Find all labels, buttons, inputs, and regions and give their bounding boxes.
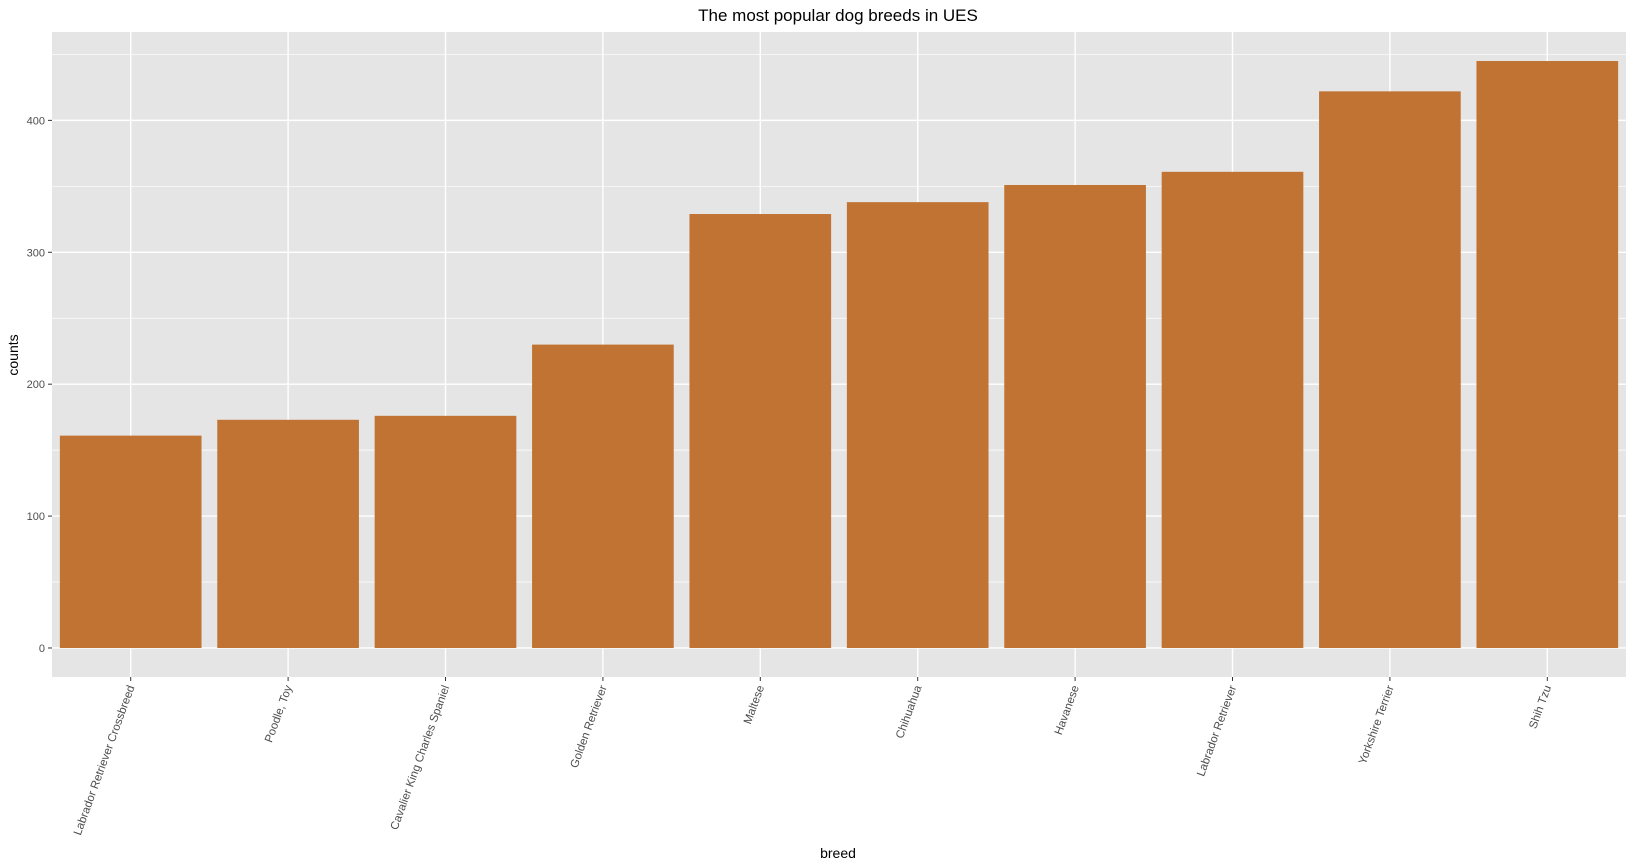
bar-havanese [1004, 185, 1146, 648]
x-tick-label: Shih Tzu [1527, 684, 1554, 731]
y-tick-label: 100 [27, 511, 45, 523]
bar-shih-tzu [1476, 61, 1619, 648]
bars [59, 61, 1619, 648]
bar-golden-retriever [532, 344, 674, 648]
bar-chihuahua [846, 202, 989, 648]
x-axis: Labrador Retriever Crossbreed Poodle, Toy… [72, 677, 1554, 837]
x-tick-label: Labrador Retriever Crossbreed [72, 684, 137, 837]
y-tick-label: 200 [27, 379, 45, 391]
bar-labrador-retriever-crossbreed [59, 435, 202, 648]
y-axis: 0 100 200 300 400 [27, 115, 52, 655]
bar-maltese [689, 214, 832, 648]
bar-poodle-toy [217, 419, 359, 648]
x-axis-title: breed [820, 845, 856, 861]
y-tick-label: 300 [27, 247, 45, 259]
y-axis-title: counts [5, 334, 21, 375]
x-tick-label: Poodle, Toy [263, 684, 295, 745]
x-tick-label: Golden Retriever [569, 684, 610, 770]
chart-title: The most popular dog breeds in UES [698, 6, 978, 25]
y-tick-label: 0 [39, 643, 45, 655]
y-tick-label: 400 [27, 115, 45, 127]
bar-yorkshire-terrier [1319, 91, 1461, 648]
x-tick-label: Maltese [742, 684, 767, 726]
x-tick-label: Yorkshire Terrier [1357, 684, 1397, 766]
bar-cavalier-king-charles-spaniel [374, 415, 517, 648]
x-tick-label: Chihuahua [894, 683, 925, 740]
x-tick-label: Cavalier King Charles Spaniel [389, 684, 453, 832]
x-tick-label: Labrador Retriever [1195, 684, 1239, 778]
bar-labrador-retriever [1161, 171, 1304, 648]
x-tick-label: Havanese [1053, 684, 1082, 737]
